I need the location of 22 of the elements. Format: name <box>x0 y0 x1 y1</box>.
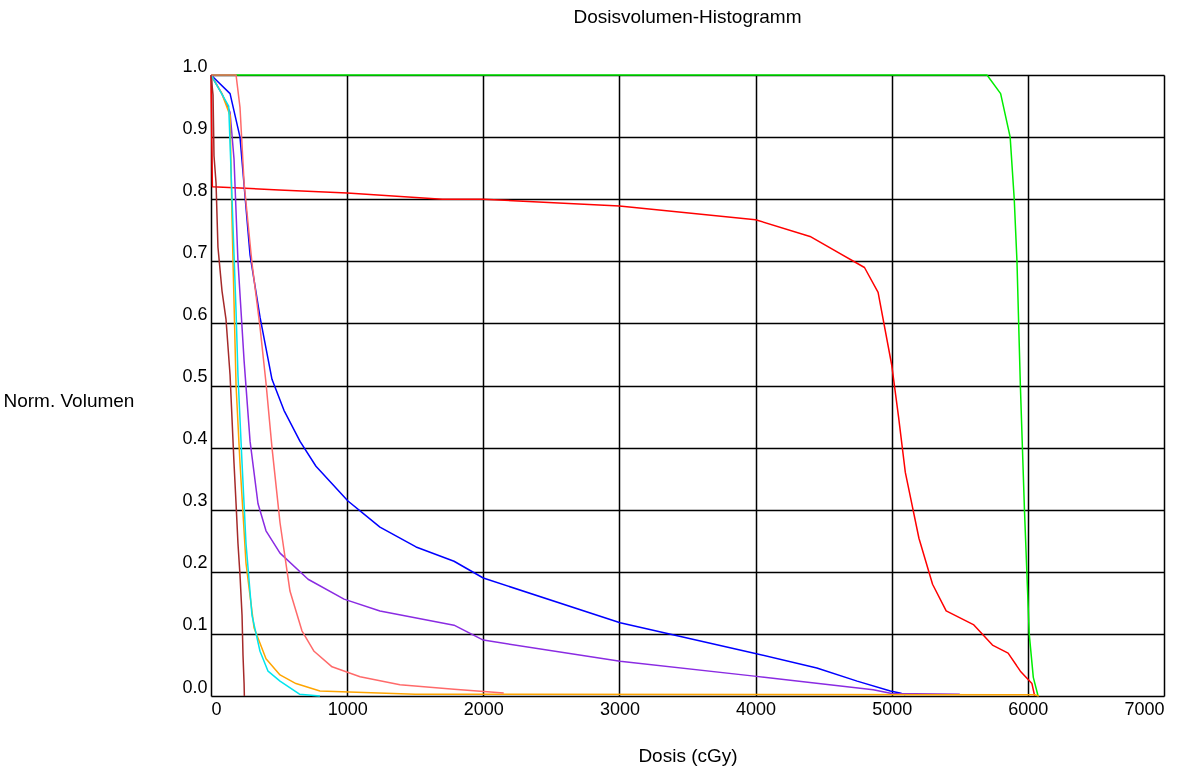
y-tick-label: 0.6 <box>182 303 208 324</box>
y-tick-label: 1.0 <box>182 55 208 76</box>
x-tick-label: 0 <box>211 698 222 719</box>
y-tick-label: 0.8 <box>182 179 208 200</box>
x-tick-label: 4000 <box>736 698 777 719</box>
y-tick-label: 0.7 <box>182 241 208 262</box>
x-tick-label: 2000 <box>463 698 504 719</box>
x-tick-label: 1000 <box>327 698 368 719</box>
chart-title: Dosisvolumen-Histogramm <box>573 6 802 27</box>
y-tick-label: 0.4 <box>182 428 208 449</box>
y-tick-label: 0.3 <box>182 490 208 511</box>
x-tick-label: 7000 <box>1124 698 1165 719</box>
y-tick-label: 0.9 <box>182 117 208 138</box>
y-tick-label: 0.0 <box>182 676 208 697</box>
y-tick-label: 0.2 <box>182 552 208 573</box>
y-axis-title: Norm. Volumen <box>3 389 135 411</box>
y-tick-label: 0.1 <box>182 614 208 635</box>
x-tick-label: 5000 <box>872 698 913 719</box>
x-tick-label: 6000 <box>1008 698 1049 719</box>
x-tick-label: 3000 <box>599 698 640 719</box>
x-axis-title: Dosis (cGy) <box>638 744 738 766</box>
y-tick-label: 0.5 <box>182 366 208 386</box>
